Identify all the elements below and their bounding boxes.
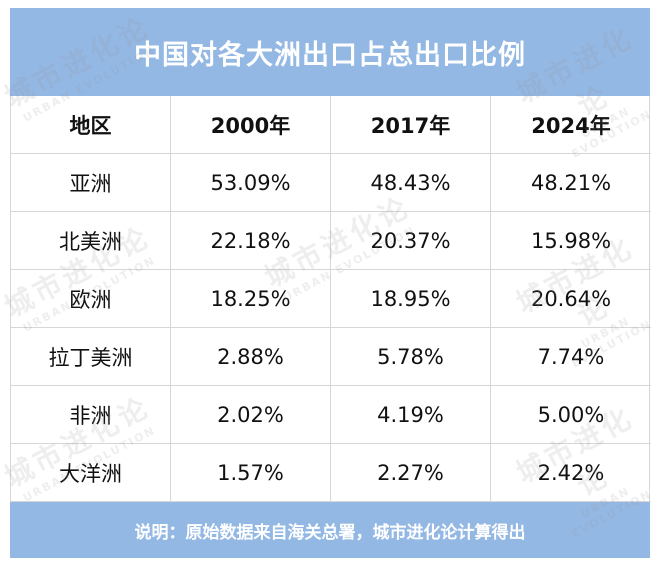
header-cell: 2000年: [171, 96, 331, 154]
table-cell: 18.95%: [331, 270, 491, 328]
table-cell: 4.19%: [331, 386, 491, 444]
table-cell: 1.57%: [171, 444, 331, 502]
title: 中国对各大洲出口占总出口比例: [10, 8, 650, 96]
table-cell: 20.37%: [331, 212, 491, 270]
table-cell: 2.02%: [171, 386, 331, 444]
table-cell: 2.27%: [331, 444, 491, 502]
table-cell: 欧洲: [11, 270, 171, 328]
table-cell: 48.21%: [491, 154, 651, 212]
table-cell: 2.88%: [171, 328, 331, 386]
header-cell: 2017年: [331, 96, 491, 154]
header-cell: 2024年: [491, 96, 651, 154]
table-cell: 大洋洲: [11, 444, 171, 502]
table-cell: 亚洲: [11, 154, 171, 212]
footer-note: 说明：原始数据来自海关总署，城市进化论计算得出: [10, 502, 650, 558]
table-cell: 48.43%: [331, 154, 491, 212]
table-cell: 非洲: [11, 386, 171, 444]
table-cell: 15.98%: [491, 212, 651, 270]
header-cell: 地区: [11, 96, 171, 154]
table-cell: 53.09%: [171, 154, 331, 212]
table-cell: 拉丁美洲: [11, 328, 171, 386]
table-cell: 20.64%: [491, 270, 651, 328]
table-cell: 18.25%: [171, 270, 331, 328]
table-cell: 5.78%: [331, 328, 491, 386]
table-cell: 北美洲: [11, 212, 171, 270]
table-cell: 5.00%: [491, 386, 651, 444]
table-cell: 7.74%: [491, 328, 651, 386]
table: 地区 2000年 2017年 2024年亚洲 53.09% 48.43% 48.21% 北美洲…: [10, 96, 651, 502]
table-cell: 22.18%: [171, 212, 331, 270]
table-cell: 2.42%: [491, 444, 651, 502]
